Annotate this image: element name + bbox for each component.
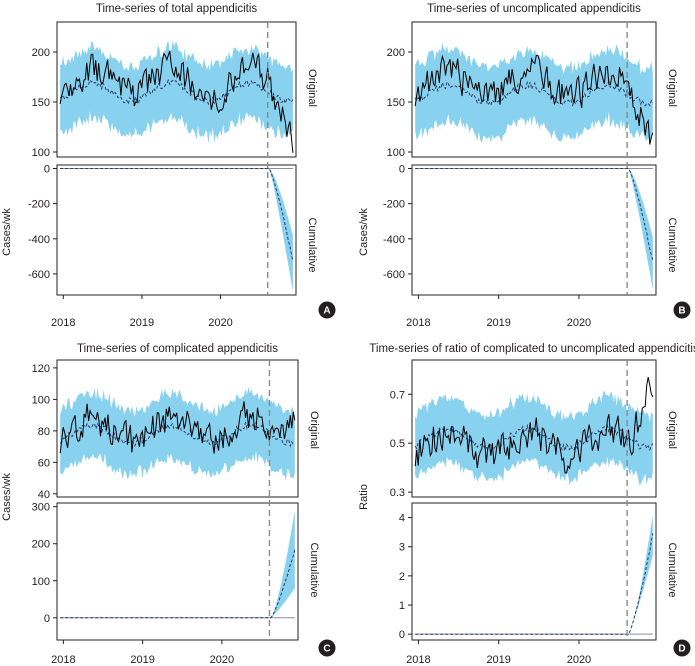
- chart-D-bottom-ytick-label: 0: [399, 629, 405, 641]
- chart-B-xtick-label: 2018: [406, 317, 430, 329]
- chart-C-panel-badge: [318, 639, 336, 657]
- chart-A-bottom-ytick-label: -600: [28, 269, 50, 281]
- chart-B-cumulative-band: [628, 168, 653, 290]
- chart-B-observed-line: [414, 54, 654, 145]
- chart-D-bottom-ytick-label: 3: [399, 542, 405, 554]
- chart-B-predicted-line: [414, 80, 654, 107]
- chart-C-top-ytick-label: 40: [38, 489, 50, 501]
- chart-A-top-band: [60, 40, 293, 144]
- chart-C-bottom-ytick-label: 0: [44, 613, 50, 625]
- chart-B-original-label: Original: [666, 69, 678, 107]
- chart-C-bottom-frame: [56, 502, 299, 641]
- chart-A-cumulative-band: [269, 168, 293, 292]
- chart-D-predicted-line: [414, 423, 654, 452]
- chart-D-panel-letter: D: [678, 644, 685, 655]
- chart-A-panel-letter: A: [323, 306, 330, 317]
- chart-D-xtick-label: 2020: [567, 654, 591, 666]
- chart-D-top-ytick-label: 0.5: [390, 438, 405, 450]
- chart-B-bottom-ytick-label: -400: [383, 234, 405, 246]
- chart-D-observed-line: [414, 377, 654, 474]
- chart-D-cumulative-band: [628, 514, 653, 635]
- chart-D-xtick-label: 2019: [486, 654, 510, 666]
- chart-C-ylabel: Cases/wk: [1, 473, 13, 521]
- chart-A-predicted-line: [60, 78, 294, 106]
- chart-D-title: Time-series of ratio of complicated to u…: [369, 343, 695, 355]
- chart-C-observed-line: [59, 401, 296, 454]
- chart-A-cumulative-line: [60, 168, 294, 262]
- chart-B-bottom-ytick-label: -600: [383, 269, 405, 281]
- chart-C-cumulative-label: Cumulative: [308, 542, 320, 597]
- chart-B-panel-badge: [673, 301, 691, 319]
- chart-D-bottom-ytick-label: 1: [399, 600, 405, 612]
- chart-A-xtick-label: 2019: [130, 317, 154, 329]
- chart-A-original-label: Original: [306, 69, 318, 107]
- chart-C-bottom-ytick-label: 100: [32, 576, 50, 588]
- chart-B-bottom-ytick-label: 0: [399, 164, 405, 176]
- chart-C-title: Time-series of complicated appendicitis: [77, 343, 278, 355]
- chart-D-cumulative-line: [415, 533, 654, 635]
- chart-C-top-frame: [56, 359, 299, 498]
- chart-C-bottom-ytick-label: 200: [32, 539, 50, 551]
- chart-D-ylabel: Ratio: [358, 484, 370, 510]
- chart-A-cumulative-label: Cumulative: [306, 217, 318, 272]
- chart-B-xtick-label: 2020: [567, 317, 591, 329]
- chart-C-predicted-line: [59, 420, 295, 448]
- chart-D-original-label: Original: [666, 411, 678, 449]
- chart-C-top-ytick-label: 80: [38, 426, 50, 438]
- chart-A-bottom-frame: [56, 164, 297, 296]
- chart-B-cumulative-line: [415, 168, 654, 260]
- chart-C-xtick-label: 2018: [51, 654, 75, 666]
- chart-A-panel-badge: [318, 301, 336, 319]
- chart-C-bottom-ytick-label: 300: [32, 502, 50, 514]
- chart-A-bottom-ytick-label: -200: [28, 199, 50, 211]
- chart-C-xtick-label: 2020: [210, 654, 234, 666]
- chart-C-top-ytick-label: 60: [38, 457, 50, 469]
- chart-D-bottom-frame: [411, 502, 657, 641]
- chart-C-top-ytick-label: 120: [32, 363, 50, 375]
- chart-D-top-band: [415, 390, 653, 486]
- chart-B-top-ytick-label: 200: [387, 47, 405, 59]
- chart-A-ylabel: Cases/wk: [1, 208, 13, 256]
- chart-A-bottom-ytick-label: -400: [28, 234, 50, 246]
- chart-D-top-ytick-label: 0.7: [390, 389, 405, 401]
- chart-B-top-ytick-label: 100: [387, 147, 405, 159]
- chart-B-bottom-ytick-label: -200: [383, 199, 405, 211]
- chart-B-bottom-frame: [411, 164, 657, 296]
- chart-B-title: Time-series of uncomplicated appendiciti…: [427, 3, 641, 15]
- chart-C-top-band: [60, 386, 295, 481]
- chart-D-bottom-ytick-label: 2: [399, 571, 405, 583]
- chart-C-panel-letter: C: [323, 644, 330, 655]
- chart-D-xtick-label: 2018: [406, 654, 430, 666]
- chart-A-top-ytick-label: 100: [32, 147, 50, 159]
- chart-B-xtick-label: 2019: [486, 317, 510, 329]
- chart-C-cumulative-band: [270, 510, 295, 618]
- chart-D-bottom-ytick-label: 4: [399, 513, 405, 525]
- chart-D-panel-badge: [673, 639, 691, 657]
- chart-A-top-ytick-label: 200: [32, 47, 50, 59]
- chart-B-top-band: [415, 43, 653, 143]
- chart-B-panel-letter: B: [678, 306, 685, 317]
- chart-A-xtick-label: 2018: [51, 317, 75, 329]
- chart-C-top-ytick-label: 100: [32, 394, 50, 406]
- chart-D-top-frame: [411, 359, 657, 498]
- chart-D-cumulative-label: Cumulative: [666, 542, 678, 597]
- chart-A-top-frame: [56, 21, 297, 158]
- chart-B-top-ytick-label: 150: [387, 97, 405, 109]
- chart-A-observed-line: [59, 50, 294, 153]
- chart-D-top-ytick-label: 0.3: [390, 487, 405, 499]
- chart-C-xtick-label: 2019: [130, 654, 154, 666]
- chart-A-title: Time-series of total appendicitis: [96, 3, 258, 15]
- chart-B-top-frame: [411, 21, 657, 158]
- chart-C-original-label: Original: [308, 411, 320, 449]
- chart-A-bottom-ytick-label: 0: [44, 164, 50, 176]
- chart-A-top-ytick-label: 150: [32, 97, 50, 109]
- chart-C-cumulative-line: [60, 549, 296, 619]
- chart-A-xtick-label: 2020: [208, 317, 232, 329]
- chart-B-cumulative-label: Cumulative: [666, 217, 678, 272]
- chart-B-ylabel: Cases/wk: [358, 208, 370, 256]
